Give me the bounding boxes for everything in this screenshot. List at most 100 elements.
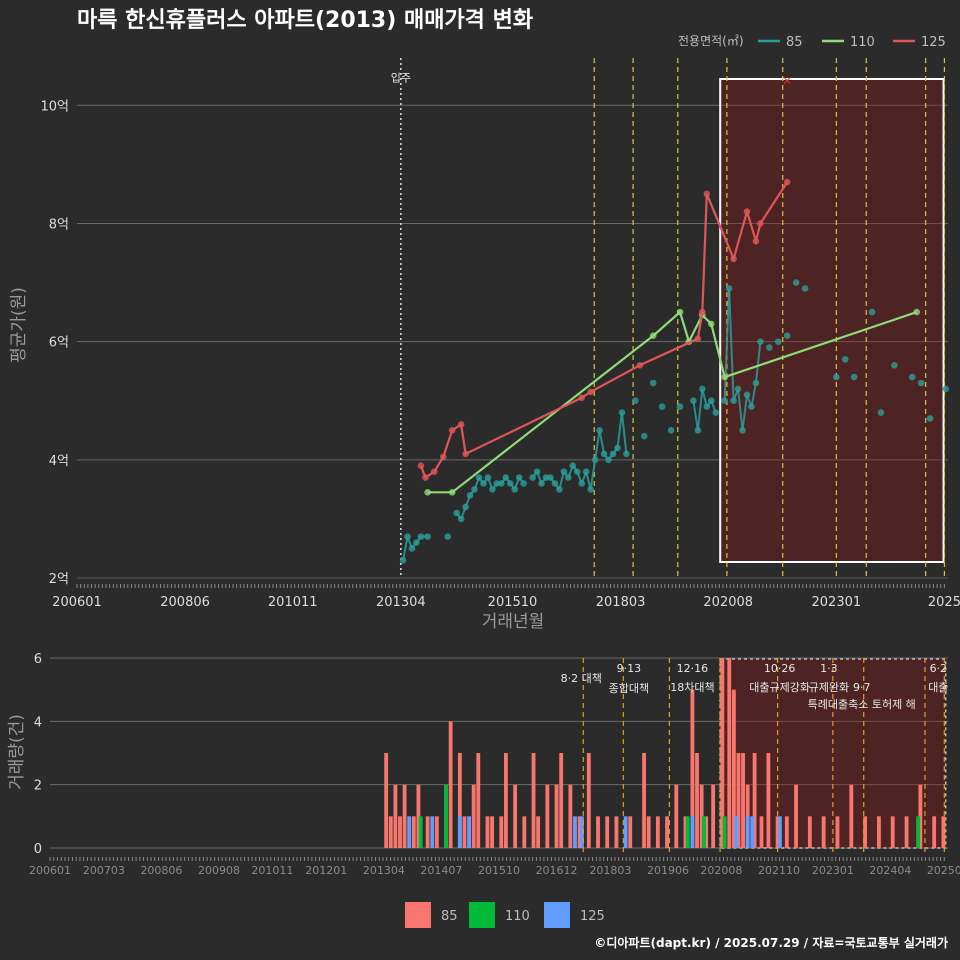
series-110-point [424, 489, 431, 496]
series-110-point [448, 489, 456, 496]
vol-bar-85 [704, 816, 709, 848]
vol-y-tick-label: 6 [34, 652, 42, 667]
series-125-point [587, 388, 594, 396]
vol-bar-85 [890, 816, 895, 848]
vol-bar-85 [503, 753, 508, 848]
series-85-point [404, 533, 411, 540]
vol-bar-85 [531, 753, 536, 848]
vol-x-tick-label: 200908 [198, 864, 240, 877]
series-85-point [573, 468, 581, 475]
bottom-legend: 85 110 125 [405, 902, 605, 928]
vol-bar-85 [628, 816, 633, 848]
series-85-point [640, 432, 648, 440]
vol-bar-85 [690, 689, 695, 848]
series-85-point [614, 444, 621, 452]
series-85-point [774, 338, 782, 345]
policy-annotation: 대출규제강화 [749, 681, 810, 694]
series-85-point [632, 397, 639, 405]
vol-bar-85 [674, 784, 679, 848]
series-85-point [908, 373, 916, 381]
series-85-point [712, 409, 720, 416]
series-85-point [676, 403, 684, 410]
series-85-point [605, 456, 612, 464]
series-85-point [538, 480, 545, 487]
series-85-point [424, 533, 431, 540]
vol-x-tick-label: 20250 [927, 864, 960, 877]
volume-y-axis-title: 거래량(건) [7, 714, 27, 790]
series-125-point [730, 255, 737, 263]
series-85-point [609, 450, 617, 458]
series-85-segment [737, 388, 744, 431]
vol-bar-125 [750, 816, 755, 848]
series-85-segment [741, 394, 748, 431]
vol-bar-85 [766, 753, 771, 848]
series-85-point [587, 486, 594, 493]
vol-bar-85 [554, 784, 559, 848]
series-85-segment [696, 388, 704, 431]
policy-annotation: 9·7 [853, 681, 871, 694]
vol-bar-85 [918, 784, 923, 848]
vol-bar-85 [695, 753, 699, 848]
y-axis-title: 평균가(원) [9, 287, 29, 363]
x-tick-label: 201011 [268, 595, 318, 610]
series-85-point [506, 480, 514, 487]
vol-bar-125 [579, 816, 584, 848]
legend-label-110: 110 [850, 35, 875, 50]
legend-text-85: 85 [441, 909, 458, 924]
series-85-segment [692, 400, 699, 431]
series-85-point [484, 474, 492, 481]
series-85-point [480, 480, 487, 487]
series-110-point [721, 373, 728, 381]
volume-panel: 0 2 4 6 200601 200703 200806 200908 201011 201201… [29, 652, 960, 877]
series-85-point [694, 426, 702, 434]
series-85-point [547, 474, 554, 481]
highlight-region [719, 78, 945, 563]
vol-bar-85 [614, 816, 619, 848]
x-axis-title: 거래년월 [482, 612, 545, 632]
series-85-point [618, 409, 626, 416]
vol-bar-85 [731, 689, 736, 848]
move-in-label: 입주 [391, 72, 411, 85]
vol-bar-85 [490, 816, 495, 848]
vol-x-tick-label: 200703 [83, 864, 125, 877]
vol-bar-85 [425, 816, 430, 848]
vol-bar-125 [430, 816, 435, 848]
y-tick-label: 6억 [49, 336, 69, 351]
series-85-point [877, 409, 885, 416]
series-85-point [743, 391, 751, 399]
series-85-point [623, 450, 630, 458]
vol-bar-85 [559, 753, 564, 848]
series-85-point [591, 456, 599, 464]
legend-label-85: 85 [786, 35, 803, 50]
policy-annotation: 12·16 [677, 662, 709, 675]
vol-bar-85 [596, 816, 600, 848]
max-marker: × [782, 74, 792, 88]
vol-bar-85 [736, 753, 741, 848]
vol-bar-110 [702, 816, 706, 848]
series-85-point [707, 397, 715, 405]
series-110-point [649, 332, 657, 340]
vol-bar-85 [536, 816, 541, 848]
policy-annotation: 8·2 대책 [561, 672, 602, 685]
vol-bar-85 [655, 816, 660, 848]
vol-bar-85 [384, 753, 389, 848]
series-110-point [676, 308, 684, 316]
vol-bar-85 [545, 784, 550, 848]
vol-bar-85 [513, 784, 518, 848]
vol-bar-85 [794, 784, 798, 848]
series-85-point [444, 533, 452, 540]
series-85-segment [402, 536, 409, 561]
series-85-point [891, 361, 898, 369]
series-85-point [556, 486, 563, 493]
vol-bar-85 [646, 816, 651, 848]
series-110-point [913, 308, 921, 316]
vol-x-tick-label: 201906 [647, 864, 689, 877]
vol-x-tick-label: 201201 [305, 864, 347, 877]
series-85-segment [728, 288, 735, 401]
vol-bar-85 [699, 784, 704, 848]
series-85-point [748, 403, 755, 410]
series-125-point [694, 335, 702, 342]
series-85-point [649, 379, 657, 387]
y-tick-label: 2억 [49, 572, 69, 587]
series-85-point [721, 397, 728, 405]
